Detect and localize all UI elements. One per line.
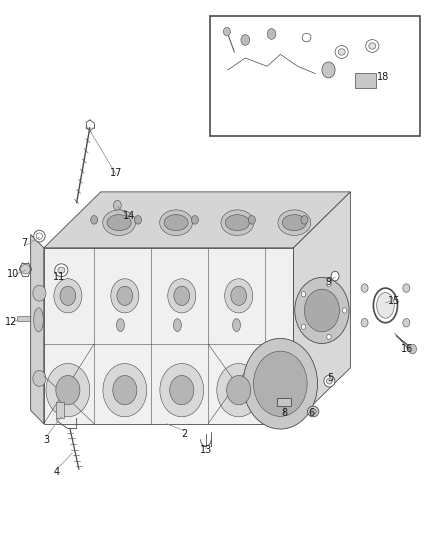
Bar	[355, 73, 376, 88]
Bar	[17, 316, 30, 321]
Text: 16: 16	[401, 344, 413, 354]
Circle shape	[269, 379, 287, 401]
Circle shape	[225, 279, 253, 313]
Ellipse shape	[377, 293, 394, 318]
Text: 5: 5	[328, 374, 334, 383]
Circle shape	[304, 289, 339, 332]
Ellipse shape	[58, 267, 65, 273]
Circle shape	[223, 27, 230, 36]
Text: 13: 13	[200, 446, 212, 455]
Circle shape	[91, 215, 98, 224]
Ellipse shape	[373, 288, 398, 322]
Text: 4: 4	[54, 467, 60, 477]
Circle shape	[409, 344, 417, 354]
Circle shape	[134, 215, 141, 224]
Circle shape	[301, 292, 306, 297]
Circle shape	[113, 200, 121, 210]
Text: 9: 9	[325, 278, 332, 287]
Circle shape	[168, 279, 196, 313]
Bar	[56, 402, 64, 418]
Circle shape	[331, 271, 339, 281]
Text: 8: 8	[282, 408, 288, 418]
Text: 7: 7	[21, 238, 27, 247]
Ellipse shape	[324, 375, 335, 387]
Circle shape	[243, 338, 318, 429]
Circle shape	[217, 364, 261, 417]
Polygon shape	[44, 192, 350, 248]
Circle shape	[327, 281, 331, 287]
Ellipse shape	[55, 264, 68, 277]
Circle shape	[261, 370, 295, 410]
Circle shape	[248, 215, 255, 224]
Ellipse shape	[278, 210, 311, 236]
Ellipse shape	[369, 43, 376, 49]
Circle shape	[227, 375, 251, 405]
Circle shape	[170, 375, 194, 405]
Polygon shape	[293, 192, 350, 424]
Circle shape	[295, 277, 349, 343]
Circle shape	[33, 285, 46, 301]
Circle shape	[160, 364, 204, 417]
Circle shape	[113, 375, 137, 405]
Circle shape	[361, 284, 368, 293]
Bar	[277, 398, 291, 406]
Text: 3: 3	[43, 435, 49, 445]
Text: 2: 2	[181, 430, 187, 439]
Ellipse shape	[310, 409, 316, 414]
Ellipse shape	[107, 215, 131, 231]
Circle shape	[343, 308, 347, 313]
Circle shape	[301, 215, 308, 224]
Circle shape	[301, 324, 306, 329]
Bar	[210, 16, 420, 136]
Text: 18: 18	[377, 72, 389, 82]
Circle shape	[267, 29, 276, 39]
Ellipse shape	[335, 46, 348, 59]
Ellipse shape	[233, 319, 240, 332]
Polygon shape	[44, 248, 293, 424]
Circle shape	[33, 370, 46, 386]
Ellipse shape	[34, 308, 43, 332]
Text: 11: 11	[53, 272, 65, 282]
Circle shape	[117, 286, 133, 305]
Ellipse shape	[326, 378, 332, 384]
Circle shape	[403, 284, 410, 293]
Ellipse shape	[225, 215, 250, 231]
Circle shape	[322, 62, 335, 78]
Text: 10: 10	[7, 270, 19, 279]
Circle shape	[103, 364, 147, 417]
Circle shape	[361, 318, 368, 327]
Ellipse shape	[221, 210, 254, 236]
Ellipse shape	[173, 319, 181, 332]
Ellipse shape	[164, 215, 188, 231]
Ellipse shape	[282, 215, 307, 231]
Ellipse shape	[302, 33, 311, 42]
Circle shape	[241, 35, 250, 45]
Ellipse shape	[21, 264, 30, 274]
Circle shape	[54, 279, 82, 313]
Ellipse shape	[117, 319, 124, 332]
Text: 6: 6	[308, 408, 314, 418]
Polygon shape	[31, 235, 44, 424]
Circle shape	[60, 286, 76, 305]
Circle shape	[56, 375, 80, 405]
Ellipse shape	[102, 210, 136, 236]
Ellipse shape	[34, 230, 45, 242]
Text: 15: 15	[388, 296, 400, 306]
Text: 12: 12	[5, 318, 17, 327]
Text: 17: 17	[110, 168, 122, 178]
Ellipse shape	[307, 406, 319, 417]
Circle shape	[46, 364, 90, 417]
Ellipse shape	[338, 49, 345, 55]
Circle shape	[191, 215, 198, 224]
Ellipse shape	[366, 39, 379, 52]
Text: 14: 14	[123, 211, 135, 221]
Circle shape	[254, 351, 307, 416]
Ellipse shape	[36, 233, 42, 239]
Ellipse shape	[159, 210, 193, 236]
Circle shape	[174, 286, 190, 305]
Circle shape	[111, 279, 139, 313]
Circle shape	[231, 286, 247, 305]
Circle shape	[327, 334, 331, 340]
Circle shape	[403, 318, 410, 327]
